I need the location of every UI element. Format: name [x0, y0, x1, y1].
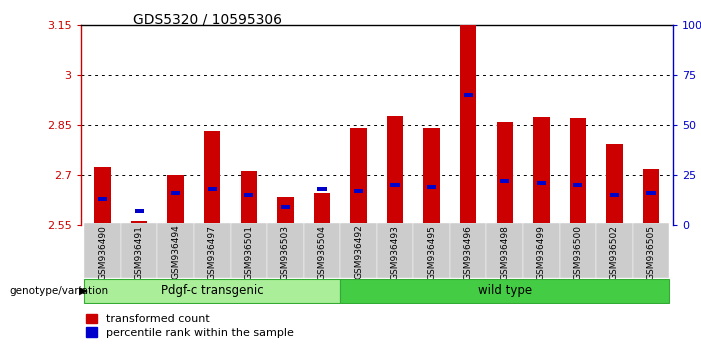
Bar	[501, 179, 510, 183]
Bar	[135, 209, 144, 213]
Text: GSM936500: GSM936500	[573, 225, 583, 280]
Bar	[171, 191, 180, 195]
Bar	[450, 223, 486, 278]
Bar	[559, 223, 596, 278]
Text: ▶: ▶	[79, 286, 87, 296]
Bar	[98, 197, 107, 201]
Text: GSM936493: GSM936493	[390, 225, 400, 280]
Text: Pdgf-c transgenic: Pdgf-c transgenic	[161, 284, 264, 297]
Bar	[84, 223, 121, 278]
Bar	[304, 223, 340, 278]
Bar	[387, 116, 403, 225]
Bar	[414, 223, 450, 278]
Bar	[570, 118, 586, 225]
Text: GSM936499: GSM936499	[537, 225, 546, 280]
Text: GSM936501: GSM936501	[245, 225, 253, 280]
Bar	[277, 197, 294, 225]
Bar	[194, 223, 231, 278]
Bar	[423, 128, 440, 225]
Bar	[158, 223, 194, 278]
Bar	[460, 25, 477, 225]
Bar	[427, 185, 436, 189]
Text: GSM936503: GSM936503	[281, 225, 290, 280]
Bar	[314, 193, 330, 225]
Bar	[496, 122, 513, 225]
Bar	[121, 223, 158, 278]
Text: GSM936492: GSM936492	[354, 225, 363, 279]
Bar	[318, 187, 327, 191]
Bar	[486, 223, 523, 278]
Text: GSM936497: GSM936497	[207, 225, 217, 280]
Bar	[377, 223, 414, 278]
Text: GSM936494: GSM936494	[171, 225, 180, 279]
Bar	[633, 223, 669, 278]
Text: GDS5320 / 10595306: GDS5320 / 10595306	[133, 12, 283, 27]
Bar	[168, 175, 184, 225]
Bar	[523, 223, 559, 278]
Bar	[643, 169, 659, 225]
Bar	[606, 144, 622, 225]
Bar	[537, 181, 546, 185]
Text: GSM936502: GSM936502	[610, 225, 619, 280]
Text: GSM936495: GSM936495	[427, 225, 436, 280]
Bar	[267, 223, 304, 278]
Text: wild type: wild type	[477, 284, 532, 297]
Text: GSM936490: GSM936490	[98, 225, 107, 280]
Bar	[131, 221, 147, 225]
Bar	[340, 279, 669, 303]
Text: GSM936496: GSM936496	[463, 225, 472, 280]
Bar	[573, 183, 583, 187]
Bar	[204, 131, 221, 225]
Bar	[610, 193, 619, 197]
Bar	[281, 205, 290, 209]
Legend: transformed count, percentile rank within the sample: transformed count, percentile rank withi…	[86, 314, 294, 338]
Bar	[390, 183, 400, 187]
Text: GSM936504: GSM936504	[318, 225, 327, 280]
Bar	[354, 189, 363, 193]
Text: genotype/variation: genotype/variation	[9, 286, 108, 296]
Bar	[240, 171, 257, 225]
Text: GSM936505: GSM936505	[646, 225, 655, 280]
Bar	[463, 93, 472, 97]
Bar	[646, 191, 655, 195]
Bar	[244, 193, 253, 197]
Bar	[84, 279, 340, 303]
Text: GSM936498: GSM936498	[501, 225, 509, 280]
Bar	[350, 128, 367, 225]
Bar	[95, 167, 111, 225]
Text: GSM936491: GSM936491	[135, 225, 144, 280]
Bar	[340, 223, 377, 278]
Bar	[533, 118, 550, 225]
Bar	[207, 187, 217, 191]
Bar	[231, 223, 267, 278]
Bar	[596, 223, 633, 278]
